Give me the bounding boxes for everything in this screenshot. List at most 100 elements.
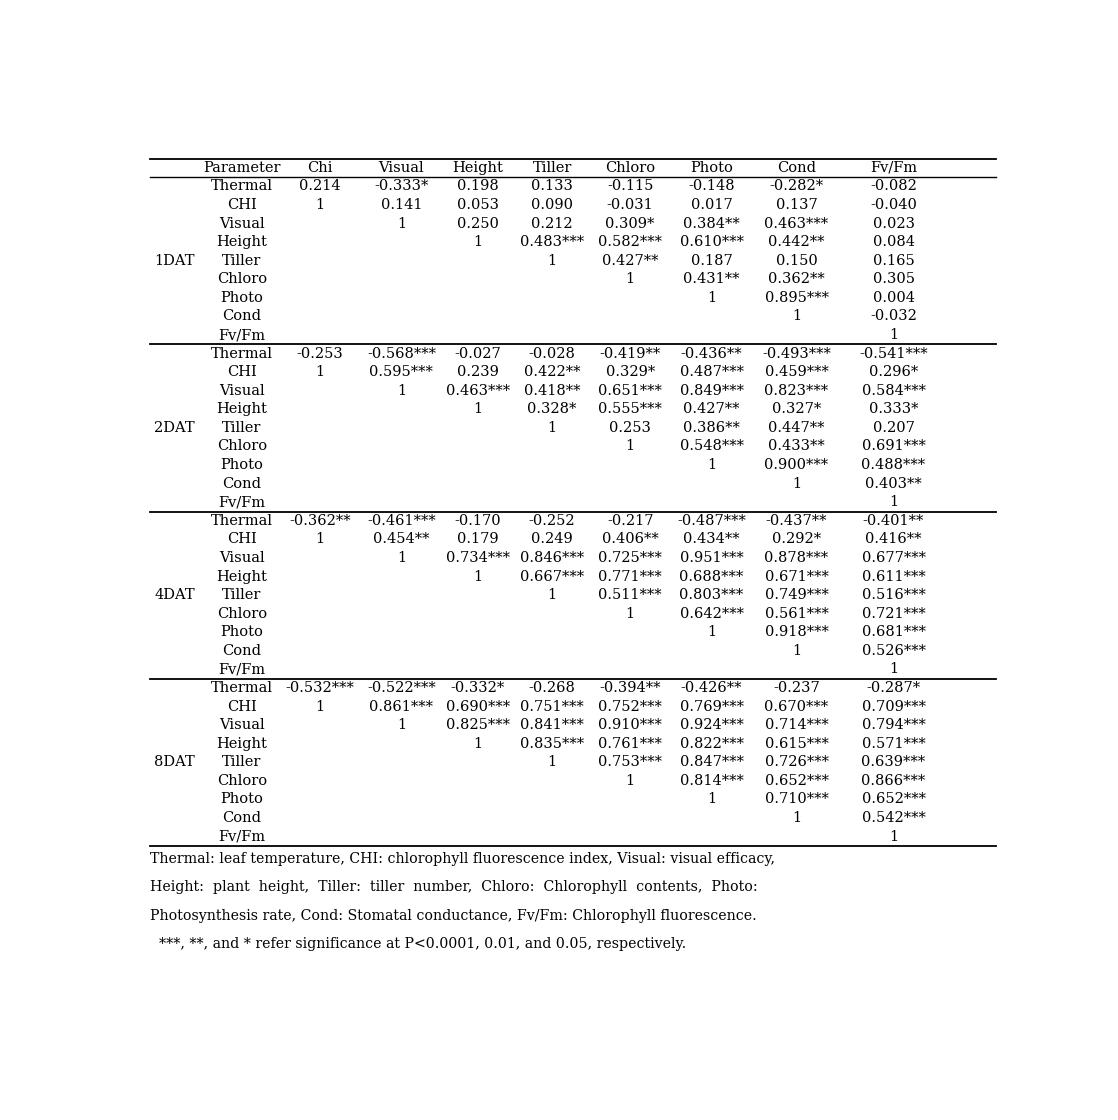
Text: 0.017: 0.017 xyxy=(691,198,732,212)
Text: -0.401**: -0.401** xyxy=(863,514,925,528)
Text: 2DAT: 2DAT xyxy=(154,421,195,435)
Text: Cond: Cond xyxy=(777,161,816,175)
Text: 0.561***: 0.561*** xyxy=(765,607,828,620)
Text: Fv/Fm: Fv/Fm xyxy=(218,830,266,843)
Text: Height: Height xyxy=(217,402,267,417)
Text: 0.179: 0.179 xyxy=(457,532,499,547)
Text: -0.268: -0.268 xyxy=(529,681,576,696)
Text: CHI: CHI xyxy=(227,365,257,380)
Text: Photosynthesis rate, Cond: Stomatal conductance, Fv/Fm: Chlorophyll fluorescence: Photosynthesis rate, Cond: Stomatal cond… xyxy=(150,908,757,923)
Text: 0.250: 0.250 xyxy=(457,216,499,231)
Text: 8DAT: 8DAT xyxy=(154,755,195,769)
Text: 0.651***: 0.651*** xyxy=(598,384,662,398)
Text: 0.526***: 0.526*** xyxy=(862,644,926,657)
Text: 0.516***: 0.516*** xyxy=(862,588,926,603)
Text: -0.461***: -0.461*** xyxy=(367,514,436,528)
Text: 1: 1 xyxy=(397,551,406,564)
Text: 0.910***: 0.910*** xyxy=(598,718,662,732)
Text: 0.418**: 0.418** xyxy=(524,384,580,398)
Text: 1: 1 xyxy=(548,254,557,268)
Text: 1: 1 xyxy=(792,644,802,657)
Text: 0.688***: 0.688*** xyxy=(680,569,743,584)
Text: 1: 1 xyxy=(473,737,482,750)
Text: -0.217: -0.217 xyxy=(607,514,653,528)
Text: 1: 1 xyxy=(548,755,557,769)
Text: -0.436**: -0.436** xyxy=(681,346,742,361)
Text: 0.431**: 0.431** xyxy=(683,272,740,287)
Text: -0.170: -0.170 xyxy=(454,514,501,528)
Text: 0.488***: 0.488*** xyxy=(862,458,926,472)
Text: Parameter: Parameter xyxy=(203,161,281,175)
Text: Visual: Visual xyxy=(219,384,265,398)
Text: 0.671***: 0.671*** xyxy=(765,569,828,584)
Text: Height: Height xyxy=(217,737,267,750)
Text: -0.027: -0.027 xyxy=(454,346,501,361)
Text: 0.751***: 0.751*** xyxy=(520,700,584,713)
Text: -0.437**: -0.437** xyxy=(766,514,827,528)
Text: Fv/Fm: Fv/Fm xyxy=(218,328,266,342)
Text: 0.427**: 0.427** xyxy=(601,254,659,268)
Text: 0.918***: 0.918*** xyxy=(765,625,828,640)
Text: 0.249: 0.249 xyxy=(531,532,574,547)
Text: -0.287*: -0.287* xyxy=(866,681,920,696)
Text: 0.847***: 0.847*** xyxy=(680,755,743,769)
Text: -0.362**: -0.362** xyxy=(290,514,351,528)
Text: Chloro: Chloro xyxy=(217,607,267,620)
Text: 0.615***: 0.615*** xyxy=(765,737,828,750)
Text: 0.511***: 0.511*** xyxy=(598,588,662,603)
Text: 0.652***: 0.652*** xyxy=(862,793,926,806)
Text: 0.454**: 0.454** xyxy=(373,532,429,547)
Text: 0.292*: 0.292* xyxy=(771,532,821,547)
Text: 1: 1 xyxy=(548,588,557,603)
Text: 0.442**: 0.442** xyxy=(768,235,825,249)
Text: 0.447**: 0.447** xyxy=(768,421,825,435)
Text: 0.725***: 0.725*** xyxy=(598,551,662,564)
Text: 0.924***: 0.924*** xyxy=(680,718,743,732)
Text: 0.681***: 0.681*** xyxy=(862,625,926,640)
Text: 1: 1 xyxy=(315,532,324,547)
Text: 0.422**: 0.422** xyxy=(524,365,580,380)
Text: 0.769***: 0.769*** xyxy=(680,700,743,713)
Text: 0.611***: 0.611*** xyxy=(862,569,926,584)
Text: 0.333*: 0.333* xyxy=(869,402,918,417)
Text: CHI: CHI xyxy=(227,700,257,713)
Text: 0.084: 0.084 xyxy=(872,235,915,249)
Text: 1: 1 xyxy=(707,458,717,472)
Text: Visual: Visual xyxy=(219,551,265,564)
Text: 1: 1 xyxy=(889,662,898,676)
Text: 0.710***: 0.710*** xyxy=(765,793,828,806)
Text: Chi: Chi xyxy=(307,161,333,175)
Text: Thermal: Thermal xyxy=(211,346,273,361)
Text: -0.426**: -0.426** xyxy=(681,681,742,696)
Text: CHI: CHI xyxy=(227,198,257,212)
Text: 1: 1 xyxy=(792,477,802,491)
Text: 0.004: 0.004 xyxy=(872,291,915,305)
Text: 0.239: 0.239 xyxy=(457,365,499,380)
Text: 1: 1 xyxy=(473,402,482,417)
Text: -0.522***: -0.522*** xyxy=(367,681,436,696)
Text: Height: Height xyxy=(217,235,267,249)
Text: 0.690***: 0.690*** xyxy=(446,700,510,713)
Text: Chloro: Chloro xyxy=(217,272,267,287)
Text: Tiller: Tiller xyxy=(222,254,262,268)
Text: CHI: CHI xyxy=(227,532,257,547)
Text: Height:  plant  height,  Tiller:  tiller  number,  Chloro:  Chlorophyll  content: Height: plant height, Tiller: tiller num… xyxy=(150,880,758,895)
Text: Photo: Photo xyxy=(220,458,264,472)
Text: 0.794***: 0.794*** xyxy=(862,718,926,732)
Text: 1: 1 xyxy=(626,272,635,287)
Text: 0.207: 0.207 xyxy=(873,421,915,435)
Text: -0.148: -0.148 xyxy=(689,179,735,194)
Text: Height: Height xyxy=(452,161,503,175)
Text: 0.133: 0.133 xyxy=(531,179,574,194)
Text: Visual: Visual xyxy=(379,161,424,175)
Text: -0.568***: -0.568*** xyxy=(367,346,436,361)
Text: 0.253: 0.253 xyxy=(609,421,651,435)
Text: 1: 1 xyxy=(889,495,898,510)
Text: 0.403**: 0.403** xyxy=(865,477,922,491)
Text: 0.749***: 0.749*** xyxy=(765,588,828,603)
Text: Fv/Fm: Fv/Fm xyxy=(218,662,266,676)
Text: 0.362**: 0.362** xyxy=(768,272,825,287)
Text: Chloro: Chloro xyxy=(605,161,655,175)
Text: 0.861***: 0.861*** xyxy=(369,700,434,713)
Text: 0.309*: 0.309* xyxy=(606,216,655,231)
